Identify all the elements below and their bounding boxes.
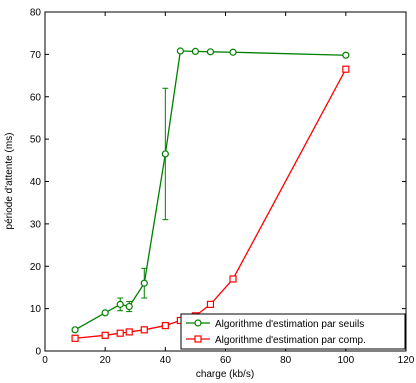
x-tick-label: 60 [220, 355, 232, 366]
x-tick-label: 20 [100, 355, 112, 366]
data-point [229, 48, 237, 56]
y-tick-label: 30 [30, 219, 42, 230]
series-layer [71, 47, 350, 342]
x-tick-label: 80 [280, 355, 292, 366]
legend-label-series-2: Algorithme d'estimation par comp. [215, 335, 366, 346]
x-axis-label: charge (kb/s) [196, 369, 254, 380]
data-point [206, 48, 215, 56]
data-point [71, 334, 79, 342]
legend-box [180, 313, 406, 350]
y-tick-label: 40 [30, 177, 42, 188]
x-tick-label: 0 [42, 355, 48, 366]
data-point [161, 150, 169, 158]
data-point [342, 65, 350, 73]
data-point [101, 309, 109, 317]
legend-marker-series-1 [194, 319, 202, 327]
legend-marker-series-2 [194, 335, 202, 343]
data-point [206, 300, 215, 308]
data-point [191, 47, 200, 56]
y-tick-label: 50 [30, 135, 42, 146]
data-point [125, 302, 133, 311]
y-axis-label: période d'attente (ms) [4, 133, 15, 230]
data-point [140, 279, 148, 287]
y-tick-label: 20 [30, 262, 42, 273]
data-point [161, 321, 169, 330]
data-point [176, 47, 184, 55]
plot-area [44, 11, 407, 352]
x-tick-label: 120 [398, 355, 415, 366]
legend-label-series-1: Algorithme d'estimation par seuils [215, 319, 364, 330]
x-tick-label: 40 [160, 355, 172, 366]
data-point [125, 328, 133, 336]
y-tick-label: 0 [35, 347, 41, 358]
data-point [116, 300, 124, 308]
series-1 [71, 47, 350, 334]
x-tick-label: 100 [337, 355, 354, 366]
y-tick-label: 10 [30, 304, 42, 315]
data-point [71, 326, 79, 334]
y-tick-label: 70 [30, 50, 42, 61]
y-tick-label: 60 [30, 92, 42, 103]
data-point [116, 329, 124, 337]
data-point [140, 326, 148, 334]
data-point [101, 331, 109, 339]
data-point [229, 275, 237, 283]
legend: Algorithme d'estimation par seuils Algor… [180, 313, 406, 350]
data-point [342, 51, 350, 59]
y-tick-label: 80 [30, 8, 42, 19]
